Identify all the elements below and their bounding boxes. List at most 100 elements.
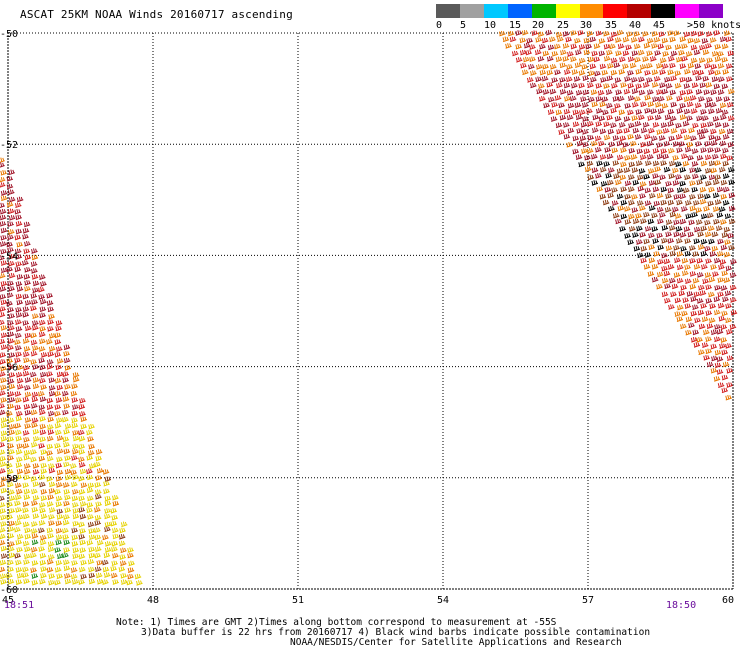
wind-barb [72, 508, 80, 514]
wind-barb [71, 397, 79, 403]
wind-barb [682, 120, 690, 127]
wind-barb [8, 449, 15, 455]
wind-barb [642, 31, 649, 37]
wind-barb [593, 43, 601, 49]
wind-barb [22, 566, 29, 573]
wind-barb [72, 435, 80, 442]
wind-barb [556, 82, 563, 89]
colorbar-label: 40 [629, 20, 642, 31]
wind-barb [0, 241, 7, 247]
wind-barb [38, 294, 45, 300]
wind-barb [660, 186, 668, 193]
wind-barb [660, 122, 668, 129]
wind-barb [40, 468, 48, 475]
wind-barb [0, 344, 8, 351]
wind-barb [40, 566, 48, 572]
wind-barb [46, 292, 53, 299]
wind-barb [72, 404, 79, 410]
wind-barb [22, 311, 30, 318]
wind-barb [565, 76, 573, 83]
wind-barb [8, 286, 15, 292]
wind-barb [55, 476, 63, 482]
wind-barb [693, 238, 701, 245]
wind-barb [688, 219, 696, 226]
wind-barb [127, 567, 135, 573]
wind-barb [566, 142, 573, 148]
wind-barb [679, 36, 687, 43]
wind-barb [111, 540, 118, 547]
wind-barb [718, 206, 726, 213]
wind-barb [6, 572, 13, 579]
wind-barb [558, 129, 565, 135]
wind-barb [696, 298, 704, 304]
wind-barb [686, 89, 694, 95]
wind-barb [652, 96, 659, 103]
wind-barb [23, 494, 31, 500]
colorbar-label: 45 [653, 20, 666, 31]
wind-barb [549, 36, 556, 43]
wind-barb [15, 579, 23, 586]
wind-barb [660, 199, 668, 206]
wind-barb [707, 121, 714, 128]
wind-barb [0, 332, 8, 339]
wind-barb [16, 286, 24, 292]
wind-barb [38, 527, 45, 534]
wind-barb [62, 552, 69, 559]
wind-barb [7, 280, 14, 287]
wind-barb [78, 495, 86, 502]
wind-barb [624, 76, 631, 82]
wind-barb [505, 43, 512, 49]
wind-barb [709, 102, 717, 108]
wind-barb [24, 385, 31, 391]
wind-barb [70, 481, 78, 488]
longitude-label: 45 [2, 595, 14, 606]
wind-barb [0, 359, 6, 365]
wind-barb [542, 89, 550, 95]
wind-barb [8, 489, 15, 495]
wind-barb [669, 277, 676, 284]
wind-barb [88, 423, 95, 430]
time-label-left: 18:51 [4, 600, 35, 611]
wind-barb [0, 325, 8, 331]
wind-barb [15, 253, 23, 260]
wind-barb [730, 259, 737, 265]
wind-barb [686, 101, 694, 108]
wind-barb [612, 135, 620, 141]
wind-barb [681, 270, 689, 277]
wind-barb [0, 371, 6, 377]
wind-barb [111, 527, 119, 534]
wind-barbs [0, 29, 738, 586]
wind-barb [706, 361, 714, 368]
wind-barb [38, 520, 46, 526]
wind-barb [630, 140, 637, 147]
wind-barb [14, 391, 22, 397]
wind-barb [24, 267, 31, 273]
wind-barb [15, 261, 23, 267]
wind-barb [705, 258, 712, 264]
wind-barb [665, 245, 673, 252]
wind-barb [604, 187, 612, 193]
wind-barb [694, 63, 702, 69]
wind-barb [717, 51, 724, 57]
wind-barb [94, 546, 102, 552]
wind-barb [7, 338, 15, 344]
wind-barb [661, 237, 668, 244]
wind-barb [55, 397, 63, 404]
wind-barb [681, 56, 688, 62]
wind-barb [598, 50, 606, 57]
wind-barb [86, 474, 94, 481]
wind-barb [62, 519, 70, 526]
wind-barb [502, 36, 510, 43]
wind-barb [692, 304, 699, 311]
wind-barb [528, 63, 535, 70]
wind-barb [16, 274, 24, 280]
wind-barb [0, 312, 6, 318]
wind-barb [637, 200, 644, 206]
wind-barb [684, 68, 691, 75]
wind-barb [562, 31, 570, 37]
wind-barb [683, 187, 690, 194]
wind-barb [526, 37, 533, 44]
wind-barb [570, 43, 578, 50]
wind-barb [713, 218, 720, 225]
wind-barb [606, 102, 613, 109]
